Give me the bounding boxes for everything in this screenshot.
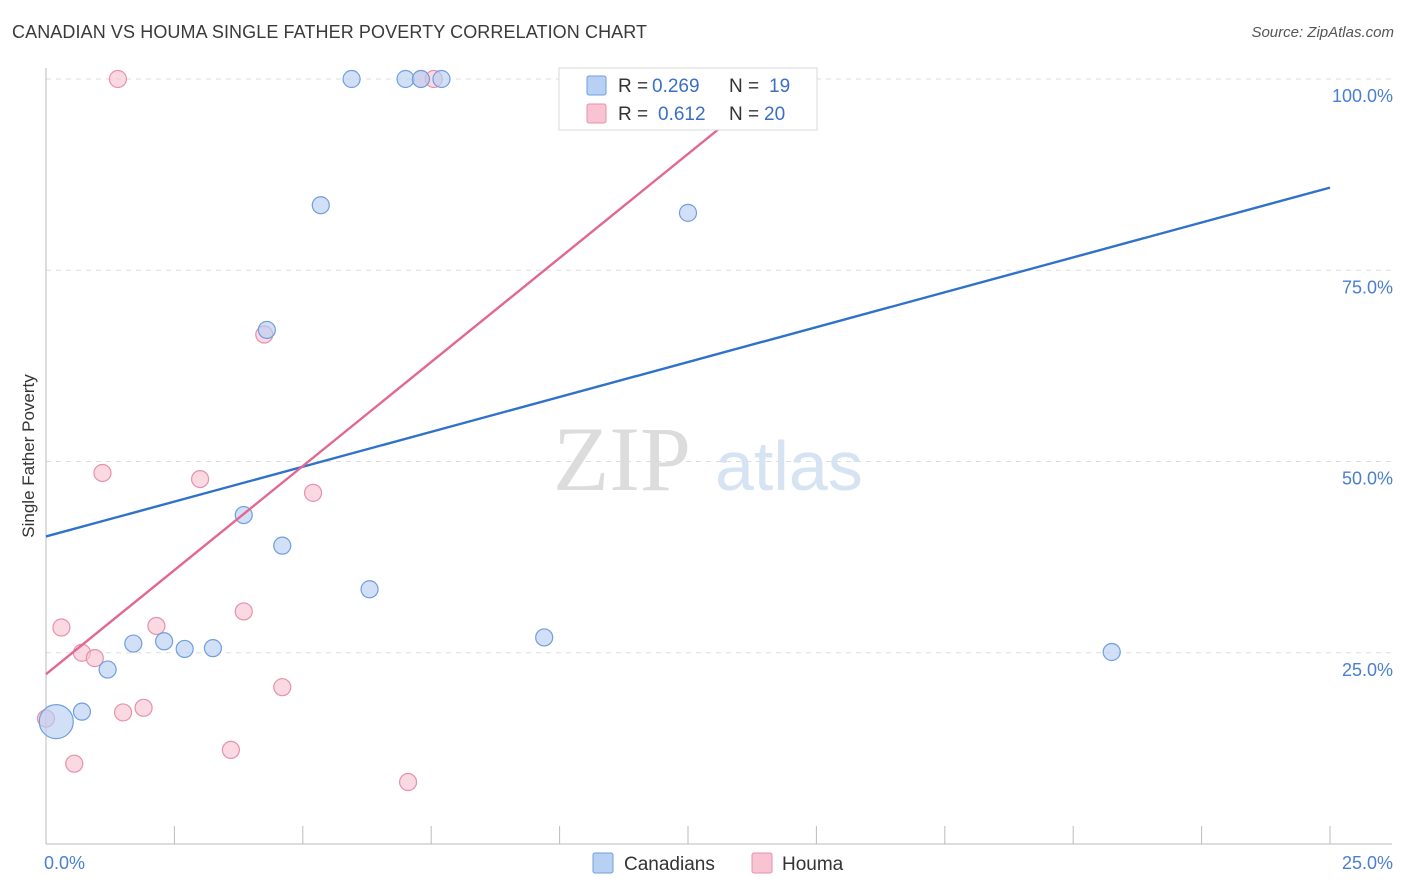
canadians-point	[175, 639, 194, 659]
houma-point	[221, 740, 240, 760]
houma-point	[93, 463, 112, 483]
y-tick-label: 100.0%	[1332, 86, 1393, 106]
watermark: ZIP atlas	[553, 408, 863, 510]
x-tick-label-min: 0.0%	[44, 853, 85, 873]
canadians-point	[360, 580, 379, 599]
houma-point	[398, 772, 418, 792]
houma-point	[273, 678, 292, 697]
canadians-point	[98, 660, 117, 679]
canadians-point	[535, 628, 554, 647]
canadians-point	[155, 632, 174, 651]
canadians-trendline	[45, 186, 1331, 538]
trendlines	[45, 78, 1331, 676]
series-legend-label-canadians: Canadians	[624, 854, 715, 875]
legend-swatch-houma	[586, 103, 607, 124]
canadians-point	[342, 69, 361, 89]
y-tick-label: 50.0%	[1342, 469, 1393, 489]
houma-point	[52, 618, 71, 637]
canadians-point	[38, 703, 74, 740]
houma-point	[65, 754, 84, 773]
canadians-point	[1102, 642, 1121, 662]
houma-point	[234, 602, 253, 621]
legend-r-label-canadians: R =	[618, 76, 648, 97]
series-legend-swatch-canadians	[592, 852, 614, 874]
series-legend-swatch-houma	[751, 852, 773, 874]
houma-point	[134, 698, 153, 717]
legend-n-label-houma: N =	[729, 104, 759, 125]
legend-swatch-canadians	[586, 75, 607, 96]
series-legend-label-houma: Houma	[782, 854, 844, 875]
source-label: Source: ZipAtlas.com	[1251, 24, 1394, 41]
houma-trendline	[45, 78, 782, 676]
canadians-point	[678, 203, 698, 222]
canadians-point	[432, 69, 451, 89]
chart-title: CANADIAN VS HOUMA SINGLE FATHER POVERTY …	[12, 22, 648, 42]
canadians-point	[72, 702, 92, 721]
watermark-zip: ZIP	[553, 408, 691, 510]
y-axis-title: Single Father Poverty	[19, 374, 38, 538]
houma-point	[85, 649, 104, 668]
houma-point	[147, 616, 166, 636]
legend-r-value-houma: 0.612	[658, 104, 706, 125]
legend-n-label-canadians: N =	[729, 76, 759, 97]
x-tick-labels: 0.0% 25.0%	[44, 853, 1393, 873]
correlation-legend: R = 0.269 N = 19 R = 0.612 N = 20	[558, 67, 818, 131]
canadians-point	[311, 196, 330, 215]
canadians-point	[396, 69, 415, 89]
watermark-atlas: atlas	[715, 427, 863, 505]
legend-n-value-canadians: 19	[769, 76, 790, 97]
canadians-point	[203, 639, 223, 658]
houma-point	[303, 483, 323, 502]
houma-point	[190, 469, 210, 489]
canadians-point	[411, 69, 431, 89]
y-tick-label: 75.0%	[1342, 277, 1393, 297]
houma-point	[108, 69, 128, 89]
legend-r-label-houma: R =	[618, 104, 648, 125]
x-tick-label-max: 25.0%	[1342, 853, 1393, 873]
canadians-point	[257, 320, 276, 340]
series-legend: Canadians Houma	[592, 852, 844, 875]
canadians-points	[38, 69, 1121, 740]
y-tick-labels: 25.0% 50.0% 75.0% 100.0%	[1332, 86, 1393, 680]
canadians-point	[124, 634, 143, 653]
grid-lines	[46, 78, 1392, 654]
houma-point	[113, 703, 133, 722]
legend-n-value-houma: 20	[764, 104, 785, 125]
y-tick-label: 25.0%	[1342, 660, 1393, 680]
canadians-point	[273, 536, 292, 555]
legend-r-value-canadians: 0.269	[652, 76, 700, 97]
